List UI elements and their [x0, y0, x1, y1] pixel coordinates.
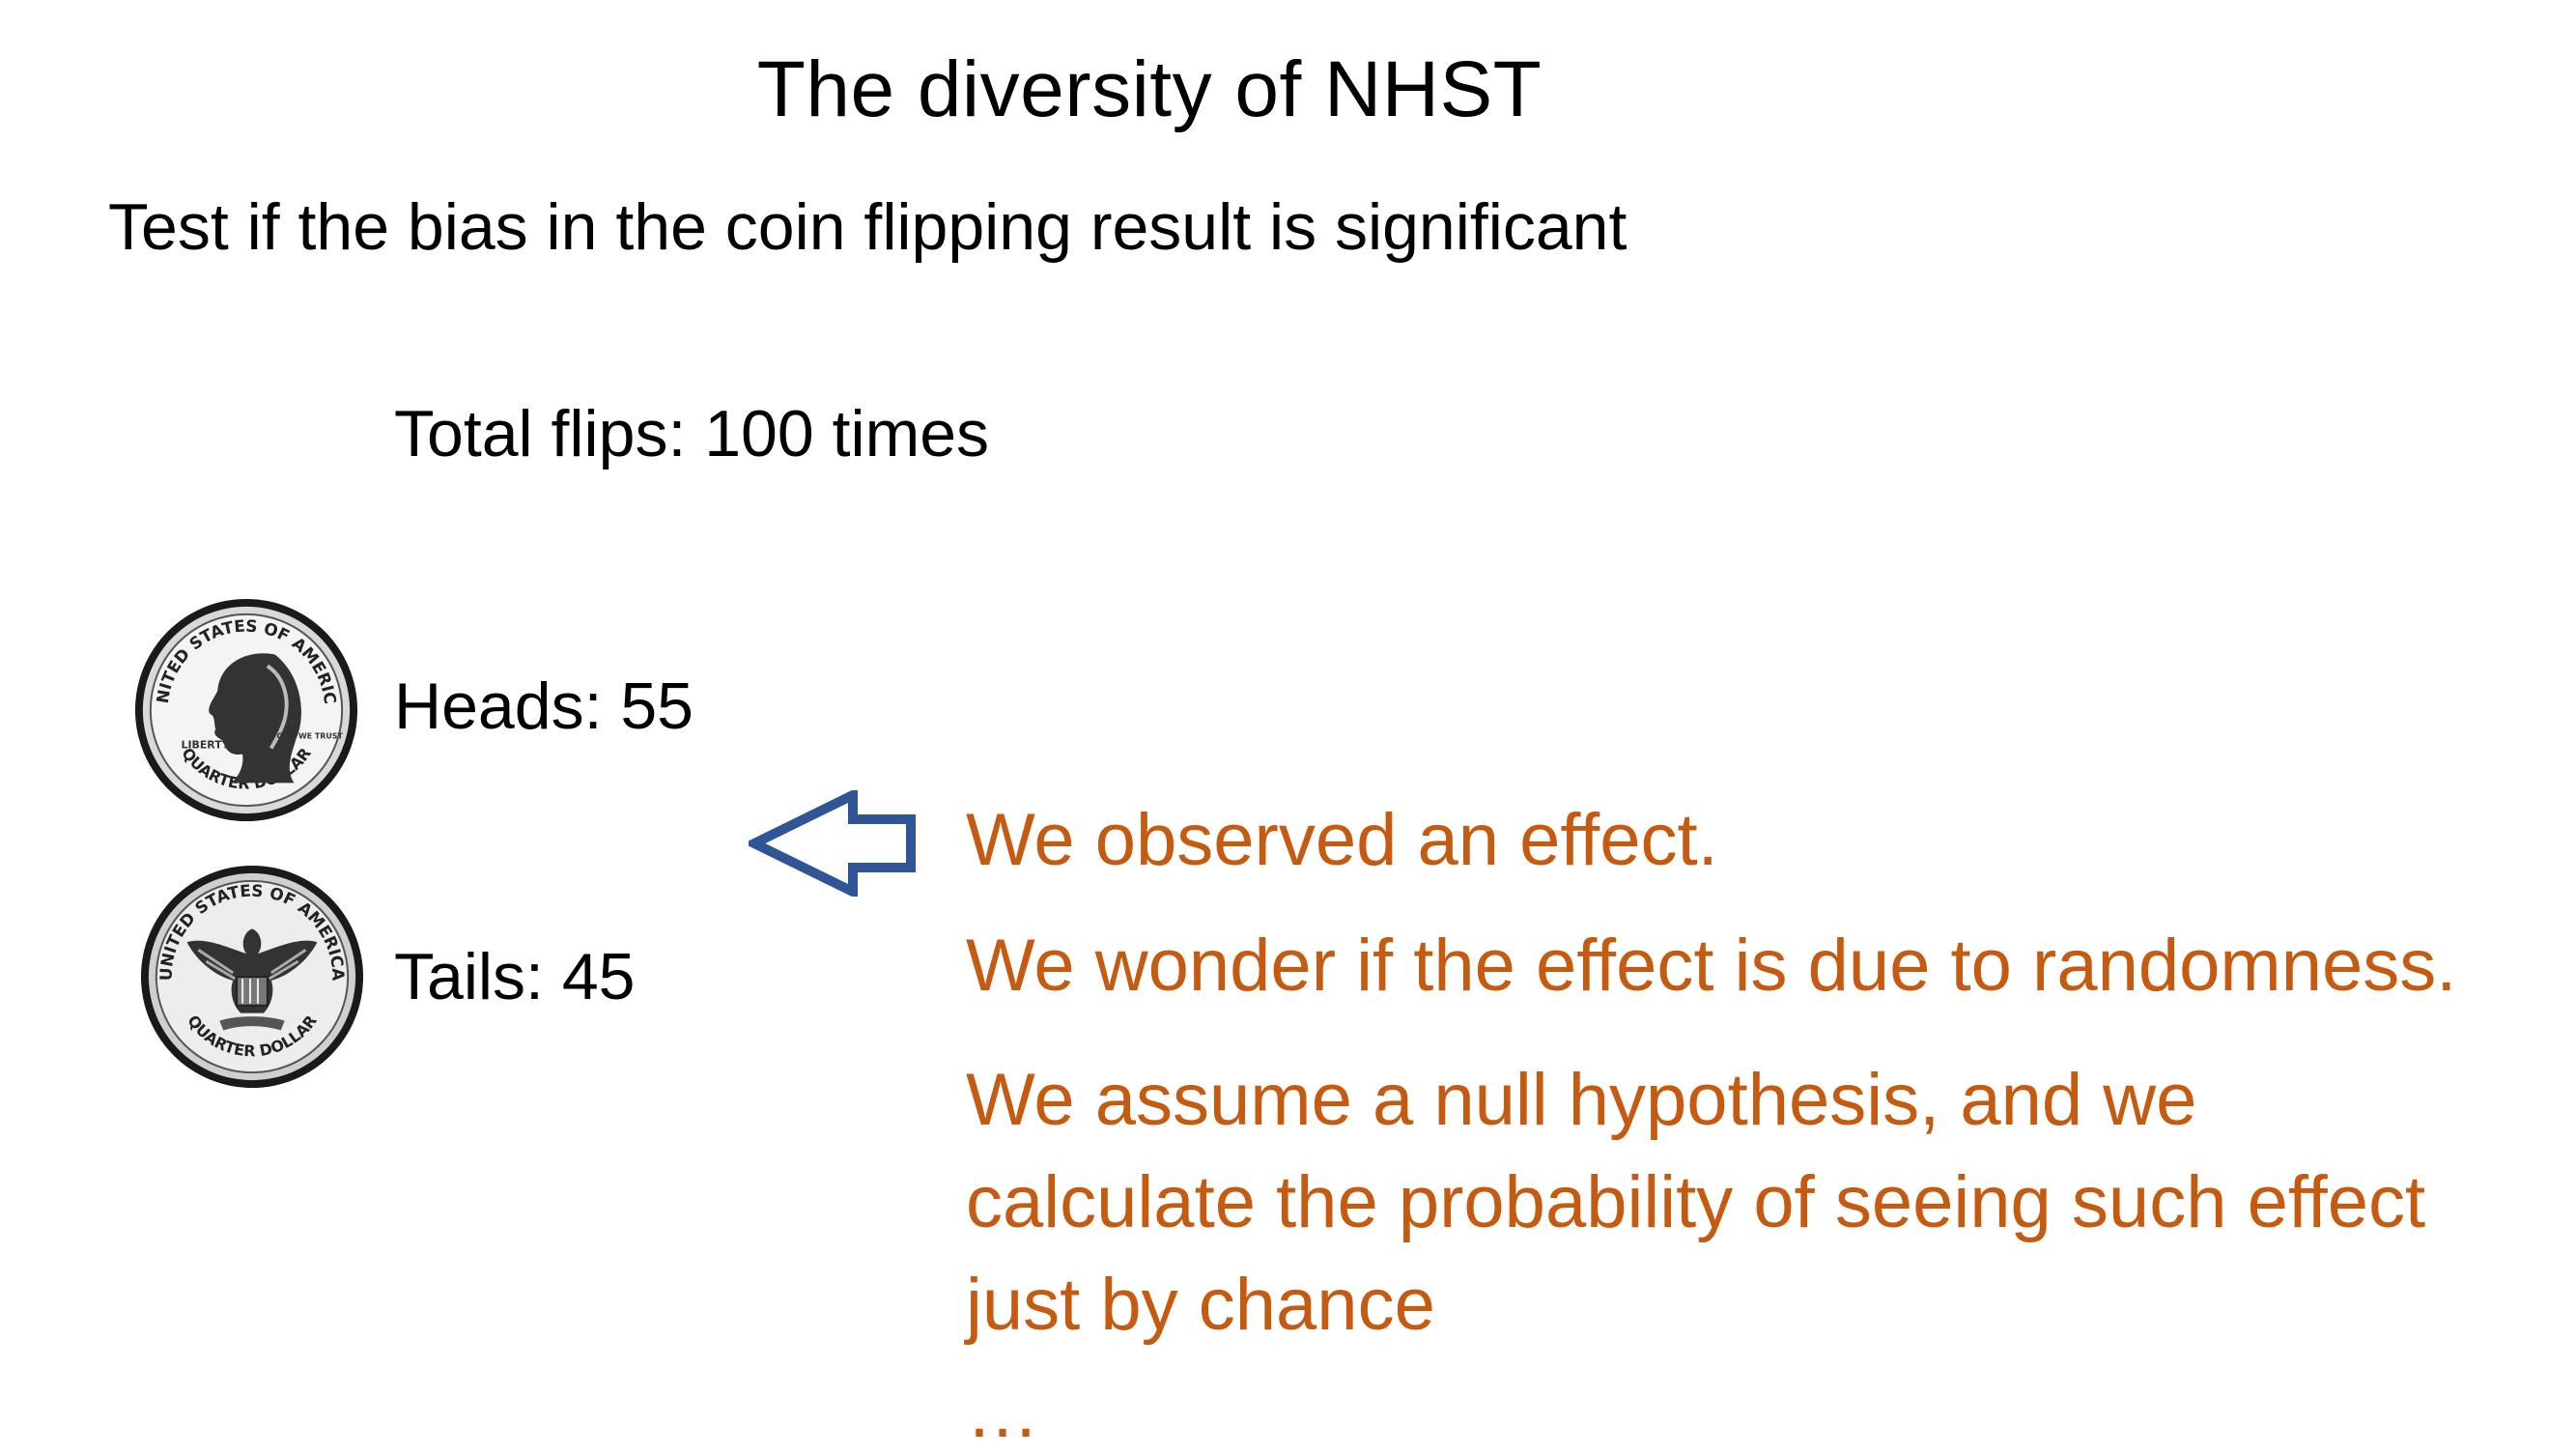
slide-subtitle: Test if the bias in the coin flipping re… [108, 190, 1628, 264]
left-arrow-outline-icon [749, 790, 916, 897]
observation-text: We observed an effect. [966, 799, 1718, 881]
quarter-tails-icon: UNITED STATES OF AMERICA QUARTER DOLLAR [140, 865, 364, 1089]
quarter-heads-icon: UNITED STATES OF AMERICA QUARTER DOLLAR … [131, 595, 358, 822]
null-hypothesis-paragraph: We assume a null hypothesis, and we calc… [966, 1049, 2425, 1356]
ellipsis-text: … [966, 1371, 1039, 1453]
null-hypothesis-line-2: calculate the probability of seeing such… [966, 1161, 2426, 1243]
randomness-question-text: We wonder if the effect is due to random… [966, 925, 2457, 1007]
null-hypothesis-line-1: We assume a null hypothesis, and we [966, 1059, 2197, 1141]
heads-count: Heads: 55 [394, 670, 694, 743]
coin-heads-motto: IN GOD WE TRUST [265, 732, 343, 741]
null-hypothesis-line-3: just by chance [966, 1264, 1435, 1346]
total-flips-text: Total flips: 100 times [394, 397, 990, 470]
slide-title: The diversity of NHST [756, 45, 1543, 133]
tails-count: Tails: 45 [394, 940, 636, 1013]
coin-heads-liberty: LIBERTY [182, 739, 230, 752]
